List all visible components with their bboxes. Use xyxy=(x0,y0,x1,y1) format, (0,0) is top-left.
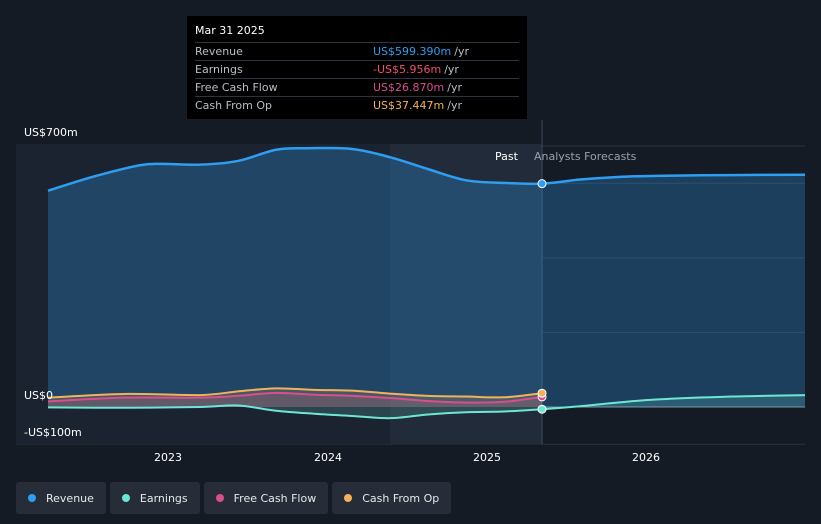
tooltip-date: Mar 31 2025 xyxy=(195,24,265,37)
tooltip-unit: /yr xyxy=(444,63,459,76)
tooltip-row-earnings: Earnings -US$5.956m /yr xyxy=(195,60,519,78)
past-label: Past xyxy=(495,150,518,163)
legend-label: Free Cash Flow xyxy=(233,491,317,505)
tooltip-row-free-cash-flow: Free Cash Flow US$26.870m /yr xyxy=(195,78,519,96)
tooltip-row-revenue: Revenue US$599.390m /yr xyxy=(195,42,519,60)
revenue-area xyxy=(48,148,805,408)
legend-item-cash-from-op[interactable]: Cash From Op xyxy=(332,482,452,514)
data-points xyxy=(537,179,547,414)
y-tick-label-zero: US$0 xyxy=(24,389,54,402)
series-lines xyxy=(47,146,806,420)
tooltip-row-cash-from-op: Cash From Op US$37.447m /yr xyxy=(195,96,519,114)
cash-from-op-line xyxy=(47,387,543,399)
earnings-line xyxy=(47,394,806,420)
revenue-line xyxy=(47,146,806,192)
series-areas xyxy=(48,148,805,419)
tooltip-value: US$26.870m xyxy=(373,81,445,94)
tooltip-label: Free Cash Flow xyxy=(195,81,278,94)
tooltip-unit: /yr xyxy=(447,81,462,94)
tooltip-value: -US$5.956m xyxy=(373,63,442,76)
cash-from-op-point xyxy=(537,388,547,398)
free-cash-flow-line xyxy=(47,391,543,404)
x-tick-label-2026: 2026 xyxy=(632,451,660,464)
revenue-dot-icon xyxy=(28,494,36,502)
y-tick-label-top: US$700m xyxy=(24,126,78,139)
tooltip-label: Revenue xyxy=(195,45,243,58)
legend-label: Earnings xyxy=(139,491,188,505)
tooltip-label: Cash From Op xyxy=(195,99,273,112)
tooltip-value: US$37.447m xyxy=(373,99,445,112)
legend-label: Revenue xyxy=(46,491,94,505)
tooltip-unit: /yr xyxy=(447,99,462,112)
tooltip-unit: /yr xyxy=(454,45,469,58)
revenue-point xyxy=(537,179,547,189)
cash-from-op-dot-icon xyxy=(344,494,353,502)
tooltip-value: US$599.390m xyxy=(373,45,452,58)
earnings-point xyxy=(537,404,547,414)
tooltip-label: Earnings xyxy=(195,63,243,76)
legend-item-earnings[interactable]: Earnings xyxy=(109,482,200,514)
forecast-label: Analysts Forecasts xyxy=(534,150,637,163)
x-tick-label-2024: 2024 xyxy=(314,451,342,464)
x-tick-label-2025: 2025 xyxy=(473,451,501,464)
free-cash-flow-area xyxy=(48,392,543,407)
x-tick-label-2023: 2023 xyxy=(154,451,182,464)
legend-label: Cash From Op xyxy=(362,491,440,505)
y-tick-label-bottom: -US$100m xyxy=(24,426,82,439)
earnings-dot-icon xyxy=(121,494,130,502)
legend: Revenue Earnings Free Cash Flow Cash Fro… xyxy=(16,482,452,514)
legend-item-free-cash-flow[interactable]: Free Cash Flow xyxy=(203,482,329,514)
cash-from-op-area xyxy=(48,388,543,407)
tooltip: Mar 31 2025 Revenue US$599.390m /yr Earn… xyxy=(187,16,527,119)
free-cash-flow-dot-icon xyxy=(215,494,224,502)
legend-item-revenue[interactable]: Revenue xyxy=(16,482,106,514)
